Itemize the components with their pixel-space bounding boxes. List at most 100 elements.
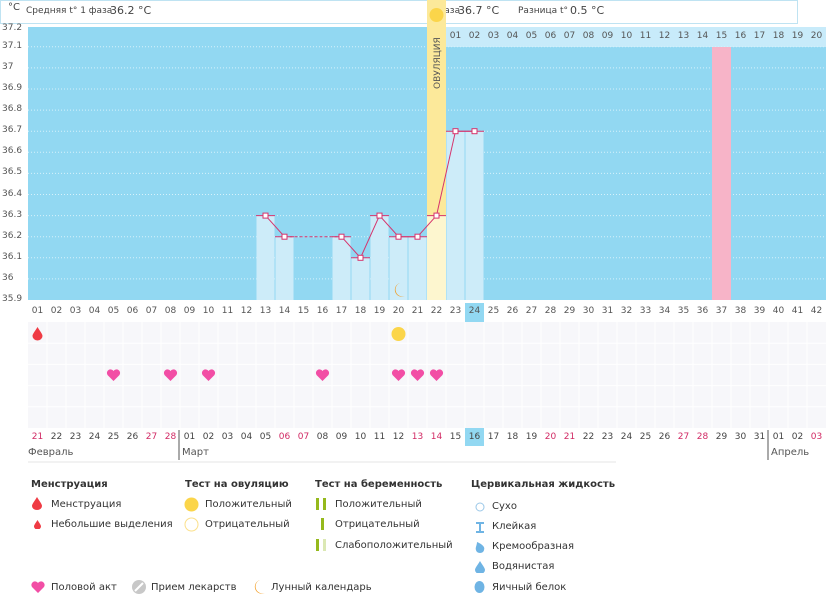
temp-point	[357, 254, 364, 261]
y-tick-label: 36.3	[2, 209, 23, 220]
calendar-date-label: 07	[297, 432, 310, 442]
cycle-day-label: 14	[278, 306, 291, 316]
legend-item: Водянистая	[492, 561, 555, 572]
calendar-date-label: 06	[278, 432, 291, 442]
cycle-day-label: 24	[468, 306, 481, 316]
moon-icon	[254, 580, 265, 594]
phase1-label: Средняя t° 1 фаза	[26, 6, 113, 16]
heart-icon	[106, 369, 121, 381]
phase2-value: 36.7 °C	[458, 4, 500, 17]
calendar-date-label: 05	[259, 432, 272, 442]
calendar-date-label: 09	[335, 432, 348, 442]
y-tick-label: 36	[2, 272, 14, 283]
legend-item: Отрицательный	[335, 519, 420, 530]
post-ovulation-day-label: 03	[487, 31, 500, 41]
post-ovulation-day-label: 07	[563, 31, 576, 41]
temp-line-segment	[341, 236, 361, 259]
cycle-day-label: 16	[316, 306, 329, 316]
y-tick-label: 37.2	[2, 22, 23, 33]
heart-icon	[410, 369, 425, 381]
post-ovulation-day-label: 14	[696, 31, 709, 41]
one-line-icon	[321, 518, 324, 530]
temp-line-segment	[436, 131, 456, 216]
post-ovulation-day-label: 01	[449, 31, 462, 41]
cycle-day-label: 10	[202, 306, 215, 316]
legend-menstruation-title: Менструация	[31, 479, 108, 490]
temp-bar	[275, 236, 294, 300]
creamy-icon	[475, 542, 485, 553]
ovulation-label: ОВУЛЯЦИЯ	[433, 37, 443, 89]
expected-period-column	[712, 47, 731, 300]
cycle-day-label: 31	[601, 306, 614, 316]
temp-point	[262, 212, 269, 219]
legend-item: Слабоположительный	[335, 540, 453, 551]
legend-item: Менструация	[51, 499, 122, 510]
temp-point	[338, 233, 345, 240]
post-ovulation-day-label: 08	[582, 31, 595, 41]
cycle-day-label: 06	[126, 306, 139, 316]
current-day-highlight	[465, 303, 484, 322]
calendar-date-label: 28	[164, 432, 177, 442]
calendar-date-label: 04	[240, 432, 253, 442]
cycle-day-label: 30	[582, 306, 595, 316]
cycle-day-label: 40	[772, 306, 785, 316]
calendar-date-label: 13	[411, 432, 424, 442]
post-ovulation-day-label: 11	[639, 31, 652, 41]
diff-label: Разница t°	[518, 6, 568, 16]
cycle-day-label: 09	[183, 306, 196, 316]
calendar-date-label: 19	[525, 432, 538, 442]
temp-point	[471, 128, 478, 135]
post-ovulation-day-label: 15	[715, 31, 728, 41]
chart-header: Средняя t° 1 фаза 36.2 °C 2 фаза 36.7 °C…	[0, 0, 798, 24]
cycle-day-label: 19	[373, 306, 386, 316]
calendar-date-label: 21	[31, 432, 44, 442]
post-ovulation-day-label: 04	[506, 31, 519, 41]
cycle-day-label: 41	[791, 306, 804, 316]
cycle-day-label: 04	[88, 306, 101, 316]
cycle-day-label: 25	[487, 306, 500, 316]
calendar-date-label: 27	[677, 432, 690, 442]
ovulation-test-positive-icon	[391, 327, 406, 341]
ovulation-bar	[427, 215, 446, 300]
y-tick-label: 36.5	[2, 167, 23, 178]
cycle-day-label: 11	[221, 306, 234, 316]
y-tick-label: 37.1	[2, 40, 23, 51]
temp-line-segment	[417, 215, 437, 238]
y-tick-label: 36.4	[2, 188, 23, 199]
y-tick-label: 36.2	[2, 230, 23, 241]
calendar-date-label: 22	[50, 432, 63, 442]
temp-bar	[408, 236, 427, 300]
calendar-date-label: 12	[392, 432, 405, 442]
calendar-date-label: 26	[658, 432, 671, 442]
y-tick-label: 37	[2, 61, 14, 72]
temp-bar	[446, 131, 465, 300]
calendar-date-label: 21	[563, 432, 576, 442]
heart-icon	[391, 369, 406, 381]
cycle-day-label: 35	[677, 306, 690, 316]
post-ovulation-day-label: 05	[525, 31, 538, 41]
calendar-date-label: 30	[734, 432, 747, 442]
legend-pregnancy-title: Тест на беременность	[315, 479, 443, 490]
cycle-day-label: 17	[335, 306, 348, 316]
temp-line-segment	[360, 215, 380, 259]
legend-item: Отрицательный	[205, 519, 290, 530]
cycle-day-label: 12	[240, 306, 253, 316]
temp-point	[452, 128, 459, 135]
calendar-date-label: 02	[791, 432, 804, 442]
diff-value: 0.5 °C	[570, 4, 605, 17]
cycle-day-label: 08	[164, 306, 177, 316]
calendar-date-label: 17	[487, 432, 500, 442]
sun-icon	[429, 8, 444, 22]
calendar-date-label: 23	[69, 432, 82, 442]
legend-item: Клейкая	[492, 521, 537, 532]
sticky-icon	[476, 522, 484, 533]
post-ovulation-day-label: 20	[810, 31, 823, 41]
post-ovulation-day-label: 02	[468, 31, 481, 41]
temp-bar	[332, 236, 351, 300]
y-tick-label: 36.8	[2, 104, 23, 115]
calendar-date-label: 27	[145, 432, 158, 442]
cycle-day-label: 15	[297, 306, 310, 316]
calendar-date-label: 23	[601, 432, 614, 442]
y-tick-label: 36.7	[2, 125, 23, 136]
phase1-value: 36.2 °C	[110, 4, 152, 17]
